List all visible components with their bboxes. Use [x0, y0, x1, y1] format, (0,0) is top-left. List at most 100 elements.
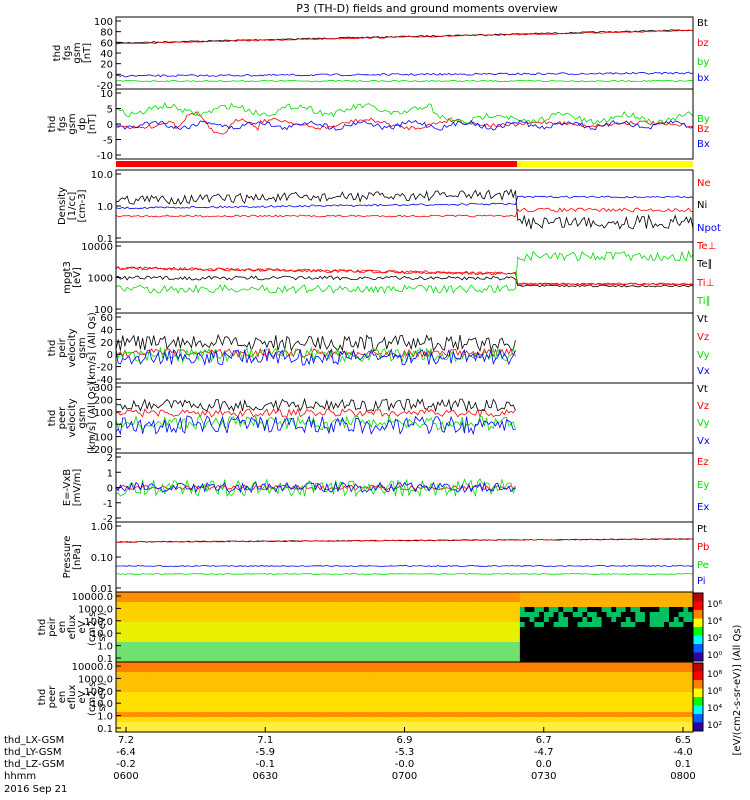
heatmap-cell	[534, 622, 540, 628]
heatmap-cell	[308, 592, 314, 598]
heatmap-cell	[616, 592, 622, 598]
heatmap-cell	[476, 607, 482, 613]
heatmap-cell	[616, 627, 622, 633]
heatmap-cell	[327, 712, 333, 718]
heatmap-cell	[418, 697, 425, 703]
heatmap-cell	[529, 717, 535, 723]
heatmap-cell	[361, 682, 367, 688]
heatmap-cell	[587, 717, 593, 723]
heatmap-cell	[683, 672, 689, 678]
heatmap-cell	[394, 677, 401, 683]
heatmap-cell	[221, 692, 228, 698]
heatmap-cell	[669, 647, 675, 653]
heatmap-cell	[390, 702, 396, 708]
heatmap-cell	[592, 677, 598, 683]
heatmap-cell	[255, 667, 261, 673]
heatmap-cell	[673, 667, 680, 673]
heatmap-cell	[447, 707, 454, 713]
heatmap-cell	[164, 627, 170, 633]
heatmap-cell	[577, 672, 583, 678]
heatmap-cell	[269, 657, 276, 663]
heatmap-cell	[418, 722, 425, 728]
heatmap-cell	[515, 657, 521, 663]
heatmap-cell	[452, 712, 458, 718]
heatmap-cell	[428, 662, 434, 668]
heatmap-cell	[428, 622, 434, 628]
heatmap-cell	[351, 607, 357, 613]
heatmap-cell	[500, 682, 507, 688]
heatmap-cell	[332, 702, 338, 708]
heatmap-cell	[342, 632, 348, 638]
heatmap-cell	[120, 592, 127, 598]
heatmap-cell	[577, 637, 583, 643]
heatmap-cell	[558, 647, 564, 653]
heatmap-cell	[207, 677, 213, 683]
heatmap-cell	[534, 727, 540, 733]
heatmap-cell	[423, 617, 430, 623]
heatmap-cell	[144, 687, 151, 693]
heatmap-cell	[366, 697, 372, 703]
heatmap-cell	[226, 657, 232, 663]
heatmap-cell	[308, 622, 314, 628]
heatmap-cell	[534, 677, 540, 683]
heatmap-cell	[173, 667, 180, 673]
heatmap-cell	[568, 672, 574, 678]
heatmap-cell	[385, 617, 391, 623]
heatmap-cell	[462, 637, 468, 643]
heatmap-cell	[226, 637, 232, 643]
heatmap-cell	[587, 657, 593, 663]
heatmap-cell	[476, 697, 482, 703]
heatmap-cell	[447, 627, 454, 633]
heatmap-cell	[558, 682, 564, 688]
heatmap-cell	[438, 597, 444, 603]
heatmap-cell	[245, 612, 252, 618]
heatmap-cell	[418, 727, 425, 733]
heatmap-cell	[361, 597, 367, 603]
heatmap-cell	[269, 687, 276, 693]
heatmap-cell	[491, 707, 497, 713]
heatmap-cell	[221, 697, 228, 703]
heatmap-cell	[500, 607, 507, 613]
heatmap-cell	[289, 662, 295, 668]
heatmap-cell	[601, 652, 607, 658]
heatmap-cell	[635, 637, 641, 643]
heatmap-cell	[265, 607, 271, 613]
y-axis-label-line: thd	[47, 410, 58, 427]
y-tick-label: -200	[90, 445, 113, 456]
y-tick-label: 10	[100, 89, 113, 100]
y-tick-label: -20	[97, 81, 113, 92]
heatmap-cell	[471, 667, 478, 673]
colorbar-segment	[693, 680, 703, 689]
heatmap-cell	[399, 697, 406, 703]
heatmap-cell	[337, 632, 343, 638]
heatmap-cell	[620, 632, 627, 638]
legend-label: Bx	[697, 139, 710, 150]
heatmap-cell	[462, 632, 468, 638]
heatmap-cell	[116, 712, 122, 718]
y-tick-label: -20	[97, 363, 113, 374]
heatmap-cell	[207, 702, 213, 708]
heatmap-cell	[289, 722, 295, 728]
heatmap-cell	[289, 677, 295, 683]
heatmap-cell	[606, 712, 612, 718]
heatmap-cell	[476, 617, 482, 623]
y-axis-label-line: fgs	[62, 45, 73, 60]
heatmap-cell	[284, 632, 290, 638]
heatmap-cell	[534, 717, 540, 723]
heatmap-cell	[370, 637, 377, 643]
heatmap-cell	[149, 597, 156, 603]
heatmap-cell	[471, 642, 478, 648]
heatmap-cell	[149, 717, 156, 723]
heatmap-cell	[178, 677, 184, 683]
heatmap-cell	[308, 602, 314, 608]
heatmap-cell	[159, 717, 165, 723]
heatmap-cell	[630, 667, 636, 673]
heatmap-cell	[688, 727, 694, 733]
heatmap-cell	[548, 607, 555, 613]
heatmap-cell	[635, 682, 641, 688]
heatmap-cell	[462, 592, 468, 598]
heatmap-cell	[649, 727, 656, 733]
heatmap-cell	[678, 677, 684, 683]
heatmap-cell	[577, 692, 583, 698]
heatmap-cell	[183, 672, 189, 678]
